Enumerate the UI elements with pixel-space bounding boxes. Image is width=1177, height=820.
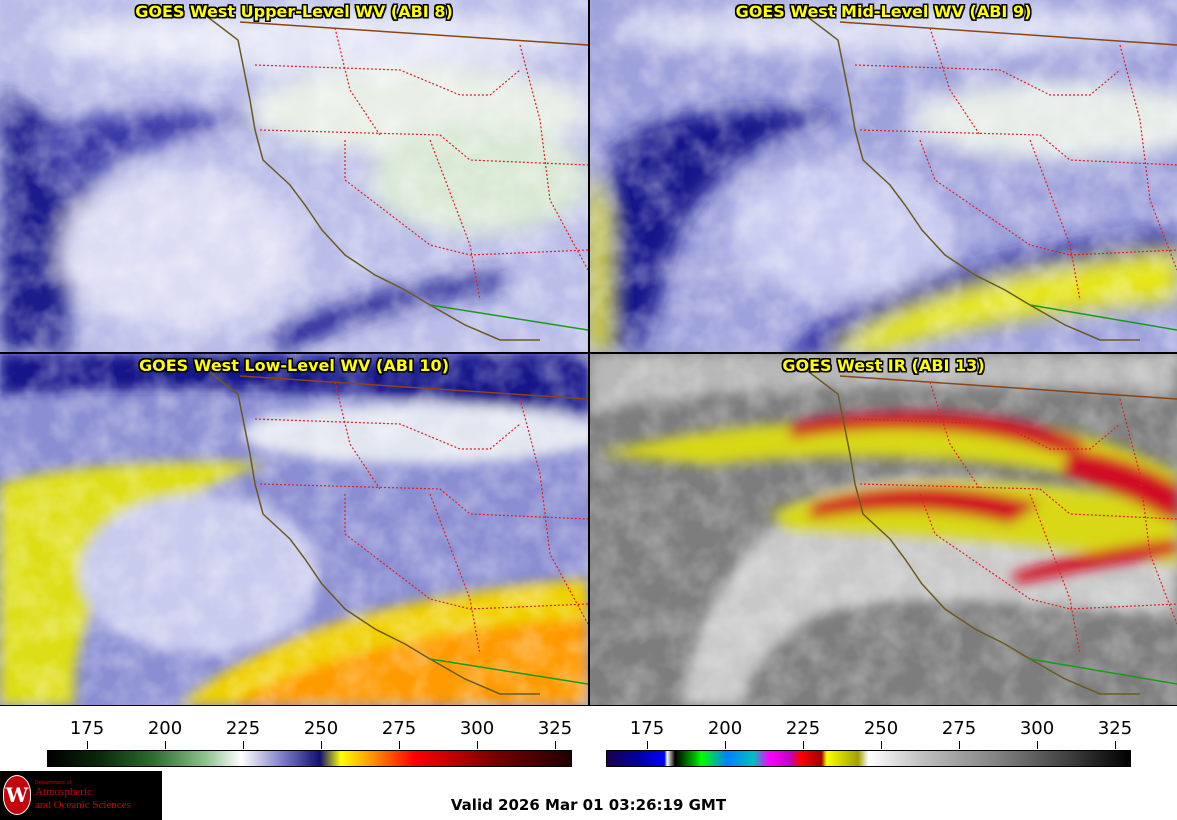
ir-tick-label: 275 — [941, 718, 977, 739]
ir-tick-label: 175 — [629, 718, 665, 739]
ir-image — [590, 354, 1177, 705]
low-level-wv-panel: GOES West Low-Level WV (ABI 10) — [0, 354, 588, 705]
panel-title: GOES West Mid-Level WV (ABI 9) — [735, 2, 1032, 21]
panel-title: GOES West Upper-Level WV (ABI 8) — [135, 2, 453, 21]
wv-tick-mark — [555, 741, 556, 749]
ir-tick-label: 300 — [1019, 718, 1055, 739]
panel-title: GOES West Low-Level WV (ABI 10) — [138, 356, 449, 375]
bottom-divider — [0, 705, 1177, 706]
ir-tick-mark — [803, 741, 804, 749]
wv-colorbar — [47, 750, 572, 767]
wv-tick-label: 275 — [381, 718, 417, 739]
ir-tick-mark — [881, 741, 882, 749]
panel-title: GOES West IR (ABI 13) — [782, 356, 985, 375]
ir-tick-mark — [725, 741, 726, 749]
ir-tick-label: 225 — [785, 718, 821, 739]
logo-line-1: Atmospheric — [35, 786, 92, 798]
wv-tick-label: 300 — [459, 718, 495, 739]
mid-level-wv-panel: GOES West Mid-Level WV (ABI 9) — [590, 0, 1177, 352]
wv-tick-mark — [243, 741, 244, 749]
wv-tick-mark — [399, 741, 400, 749]
ir-panel: GOES West IR (ABI 13) — [590, 354, 1177, 705]
mid-level-wv-image — [590, 0, 1177, 352]
wv-tick-label: 325 — [537, 718, 573, 739]
logo-line-2: and Oceanic Sciences — [35, 799, 131, 811]
ir-tick-mark — [959, 741, 960, 749]
logo-department: Department of — [35, 780, 72, 786]
ir-tick-mark — [647, 741, 648, 749]
low-level-wv-image — [0, 354, 588, 705]
ir-colorbar — [606, 750, 1131, 767]
wv-tick-label: 200 — [147, 718, 183, 739]
aos-logo: W Department of Atmospheric and Oceanic … — [0, 771, 162, 820]
wv-tick-mark — [321, 741, 322, 749]
ir-tick-label: 200 — [707, 718, 743, 739]
horizontal-divider — [0, 352, 1177, 354]
upper-level-wv-image — [0, 0, 588, 352]
wv-tick-mark — [165, 741, 166, 749]
wv-tick-label: 250 — [303, 718, 339, 739]
ir-tick-label: 250 — [863, 718, 899, 739]
ir-tick-label: 325 — [1097, 718, 1133, 739]
wv-tick-label: 225 — [225, 718, 261, 739]
ir-tick-mark — [1037, 741, 1038, 749]
wv-tick-label: 175 — [69, 718, 105, 739]
ir-tick-mark — [1115, 741, 1116, 749]
valid-time: Valid 2026 Mar 01 03:26:19 GMT — [450, 796, 727, 814]
wv-tick-mark — [477, 741, 478, 749]
wv-tick-mark — [87, 741, 88, 749]
upper-level-wv-panel: GOES West Upper-Level WV (ABI 8) — [0, 0, 588, 352]
uw-seal-icon: W — [3, 775, 31, 815]
